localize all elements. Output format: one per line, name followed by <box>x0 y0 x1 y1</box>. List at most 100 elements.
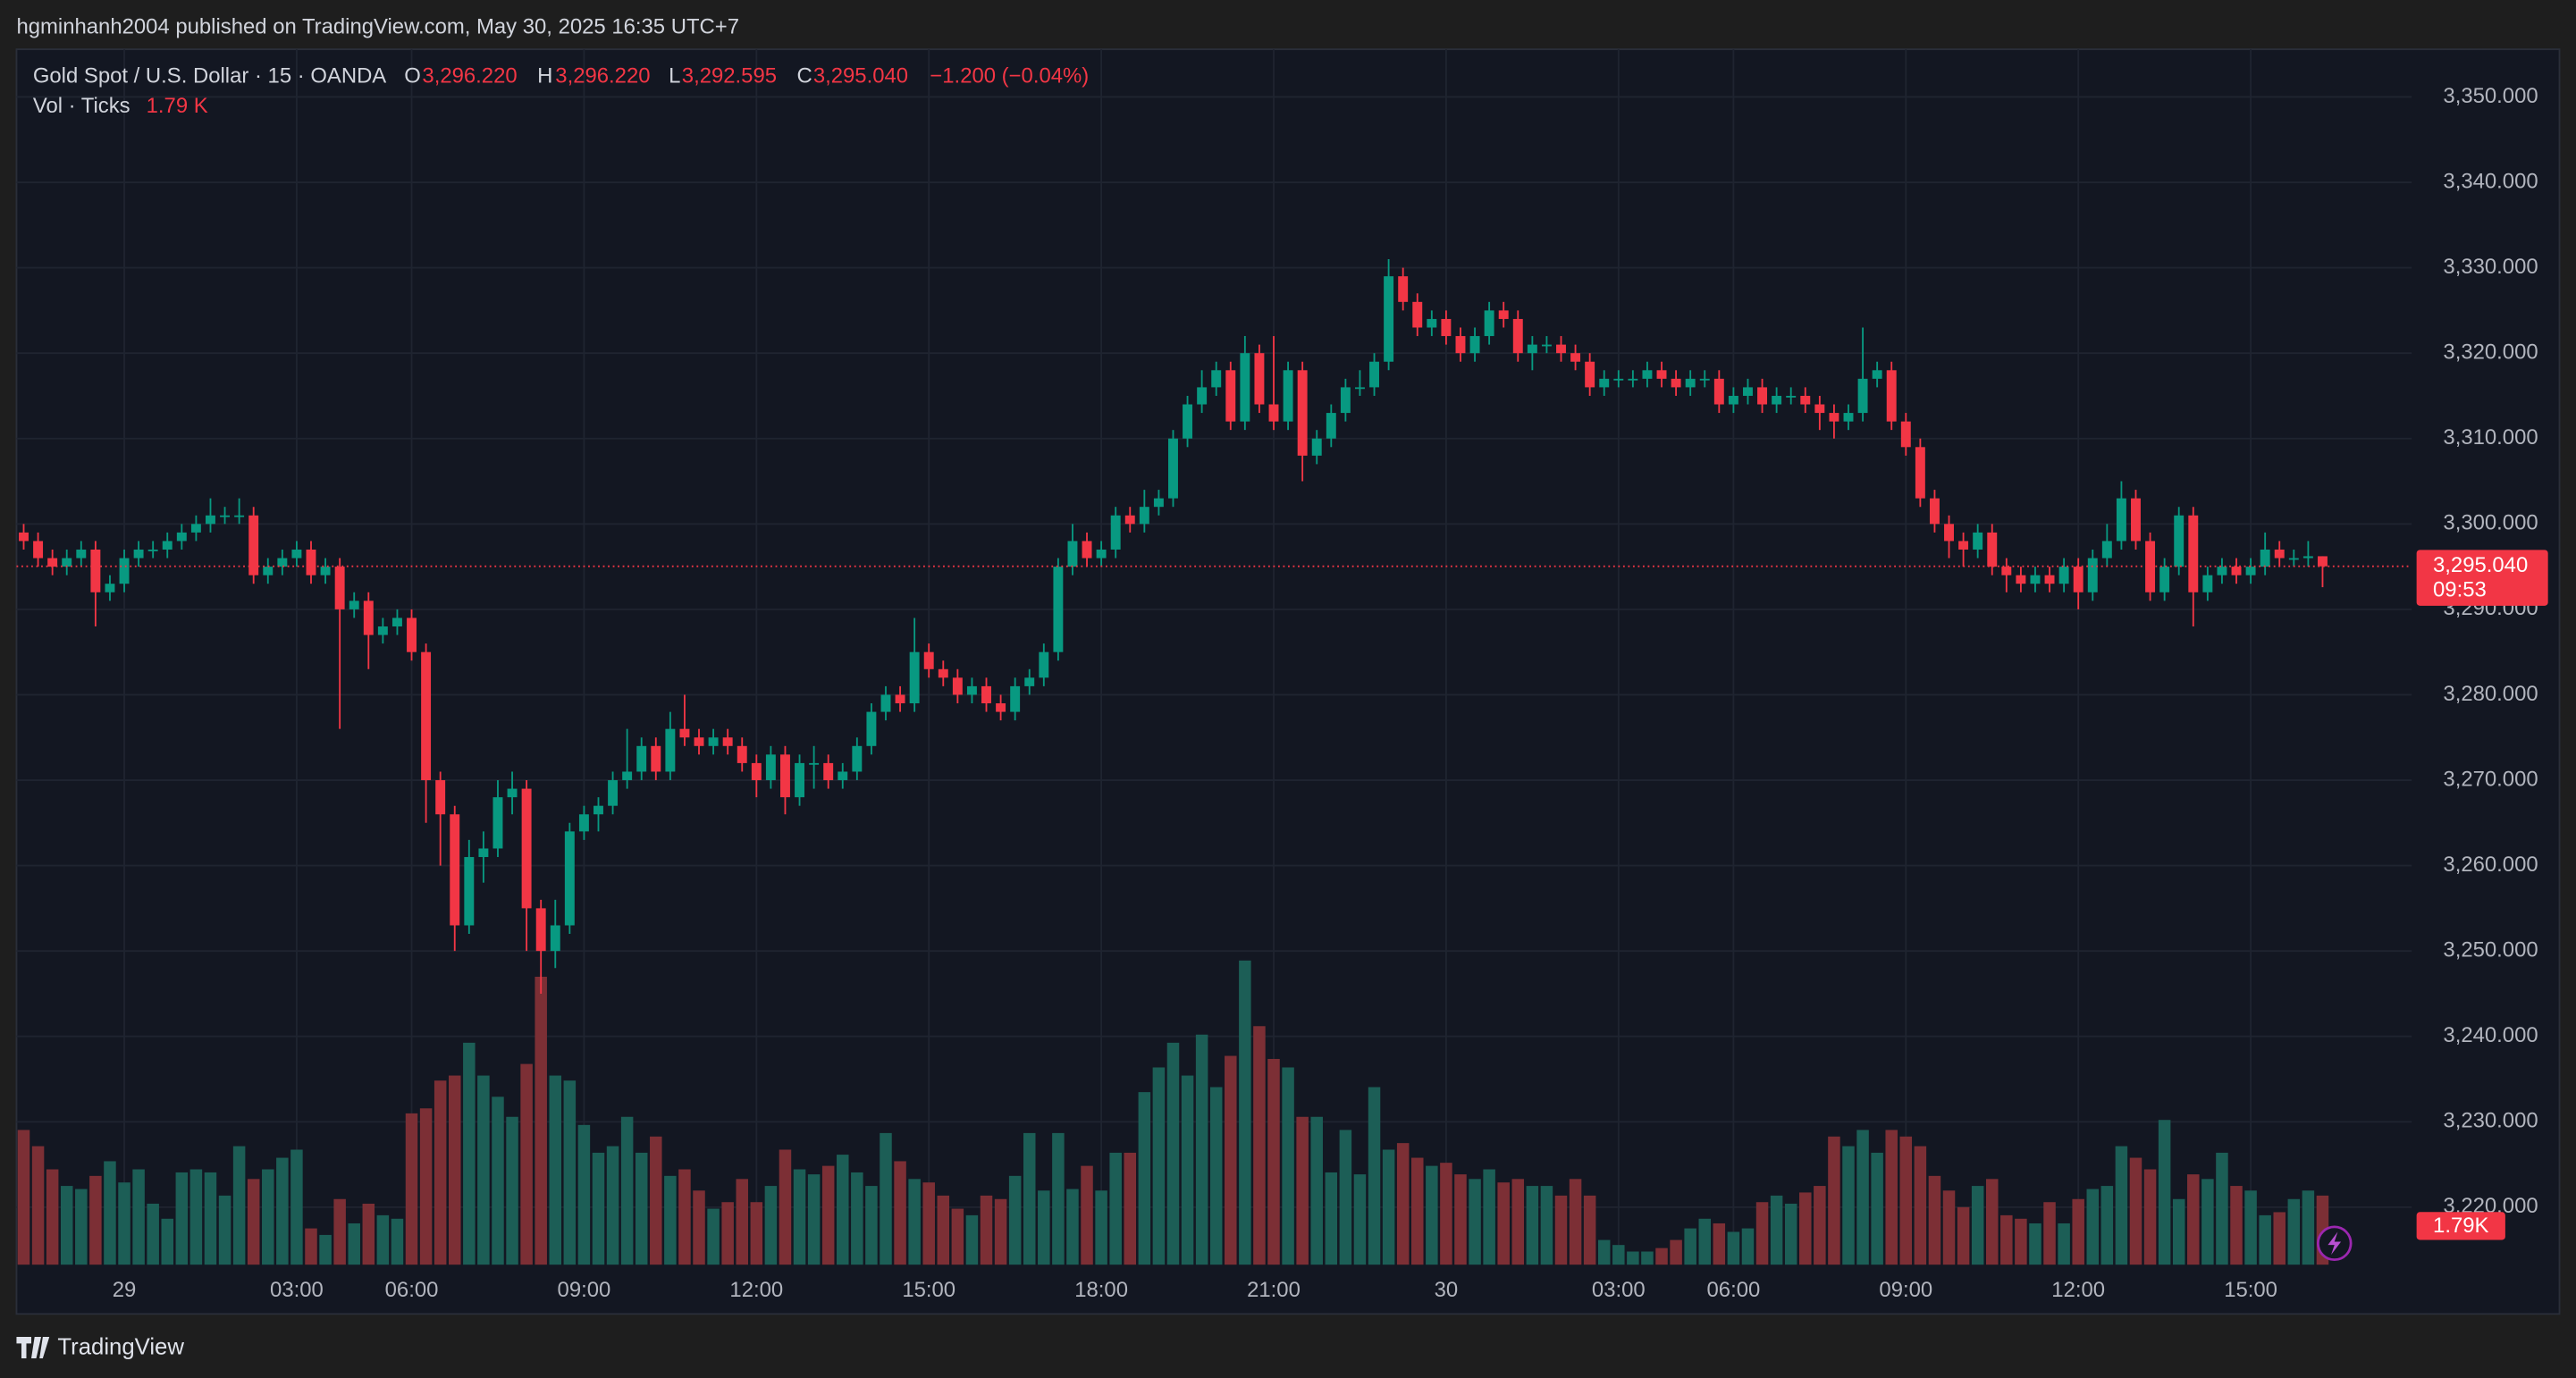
y-tick-label: 3,250.000 <box>2443 937 2538 962</box>
last-price-label: 3,295.040 <box>2433 553 2528 577</box>
candle-body <box>1469 336 1480 354</box>
candle-body <box>2087 558 2098 592</box>
candle-body <box>823 762 834 781</box>
ohlc-value: 3,296.220 <box>422 64 517 88</box>
candle-body <box>1340 387 1351 414</box>
candle-body <box>550 925 560 952</box>
x-tick-label: 21:00 <box>1247 1278 1301 1302</box>
volume-bar <box>908 1179 921 1265</box>
volume-bar <box>951 1208 964 1265</box>
candle-body <box>1987 532 1998 567</box>
candle-body <box>1096 549 1107 559</box>
candle-body <box>1857 378 1868 414</box>
candle-body <box>1900 421 1911 448</box>
volume-bar <box>1066 1189 1079 1265</box>
volume-bar <box>434 1080 447 1265</box>
change: −1.200 (−0.04%) <box>930 64 1089 88</box>
candle-body <box>76 549 87 559</box>
volume-bar <box>1799 1192 1812 1265</box>
ohlc-value: 3,292.595 <box>682 64 777 88</box>
volume-bar <box>391 1218 404 1265</box>
volume-title: Vol · Ticks <box>33 94 130 118</box>
volume-bar <box>1914 1146 1927 1265</box>
volume-bar <box>1166 1042 1180 1265</box>
candle-body <box>2245 567 2256 576</box>
candle-body <box>2058 567 2069 584</box>
volume-bar <box>290 1149 303 1265</box>
candle-body <box>2073 567 2084 592</box>
x-tick-label: 06:00 <box>1707 1278 1761 1302</box>
candle-body <box>334 567 345 609</box>
volume-bar <box>2201 1179 2214 1265</box>
symbol: Gold Spot / U.S. Dollar · 15 · OANDA <box>33 64 386 88</box>
volume-bar <box>577 1124 591 1265</box>
candle-body <box>1843 413 1854 422</box>
volume-bar <box>1353 1174 1367 1265</box>
volume-bar <box>2172 1198 2185 1265</box>
volume-bar <box>1526 1186 1539 1265</box>
volume-bar <box>1209 1087 1223 1265</box>
ohlc-key: L <box>669 64 680 88</box>
y-tick-label: 3,270.000 <box>2443 767 2538 791</box>
candle-body <box>1728 395 1738 405</box>
candle-body <box>47 558 58 567</box>
volume-bar <box>75 1189 88 1265</box>
x-tick-label: 15:00 <box>902 1278 955 1302</box>
volume-bar <box>1899 1136 1913 1265</box>
candle-body <box>33 541 44 559</box>
volume-bar <box>1426 1165 1438 1265</box>
volume-bar <box>1023 1132 1036 1265</box>
x-tick-label: 30 <box>1435 1278 1459 1302</box>
candle-body <box>737 745 747 763</box>
volume-bar <box>132 1169 145 1265</box>
candle-body <box>19 532 29 542</box>
volume-bar <box>2115 1146 2128 1265</box>
candle-body <box>190 524 201 533</box>
candle-body <box>1929 498 1940 525</box>
candle-body <box>1326 413 1336 439</box>
volume-bar <box>305 1228 317 1265</box>
candle-body <box>779 754 790 798</box>
volume-bar <box>1871 1152 1883 1265</box>
volume-bar <box>2287 1198 2301 1265</box>
y-tick-label: 3,350.000 <box>2443 84 2538 108</box>
candle-body <box>1183 404 1193 439</box>
volume-bar <box>1612 1245 1625 1265</box>
volume-bar <box>2072 1198 2084 1265</box>
y-tick-label: 3,320.000 <box>2443 340 2538 364</box>
volume-bar <box>837 1155 849 1265</box>
candle-body <box>679 728 690 738</box>
volume-bar <box>1942 1190 1956 1265</box>
ohlc-key: O <box>404 64 421 88</box>
ohlc-value: 3,296.220 <box>555 64 650 88</box>
volume-bar <box>2129 1157 2142 1265</box>
volume-bar <box>1842 1146 1855 1265</box>
candle-body <box>1082 541 1092 559</box>
x-tick-label: 12:00 <box>2051 1278 2105 1302</box>
candle-body <box>1024 677 1035 686</box>
candle-body <box>1973 532 1983 550</box>
candle-body <box>1067 541 1078 567</box>
candle-body <box>62 558 72 567</box>
volume-bar <box>276 1157 289 1265</box>
candle-body <box>1441 318 1452 337</box>
candle-body <box>1772 395 1782 405</box>
candle-body <box>938 668 948 678</box>
volume-bar <box>1339 1130 1352 1265</box>
volume-bar <box>319 1234 332 1265</box>
y-tick-label: 3,330.000 <box>2443 255 2538 279</box>
volume-bar <box>821 1165 835 1265</box>
candle-body <box>765 754 776 781</box>
volume-badge-box <box>2416 1212 2505 1240</box>
volume-bar <box>1755 1202 1769 1265</box>
candle-body <box>220 515 231 517</box>
volume-bar <box>535 976 547 1265</box>
volume-bar <box>1597 1239 1611 1265</box>
candle-body <box>1713 378 1724 405</box>
volume-badge: 1.79K <box>2433 1214 2488 1238</box>
grid <box>16 49 2412 1265</box>
candle-body <box>478 848 489 858</box>
candle-body <box>996 703 1006 712</box>
candle-body <box>176 532 187 542</box>
